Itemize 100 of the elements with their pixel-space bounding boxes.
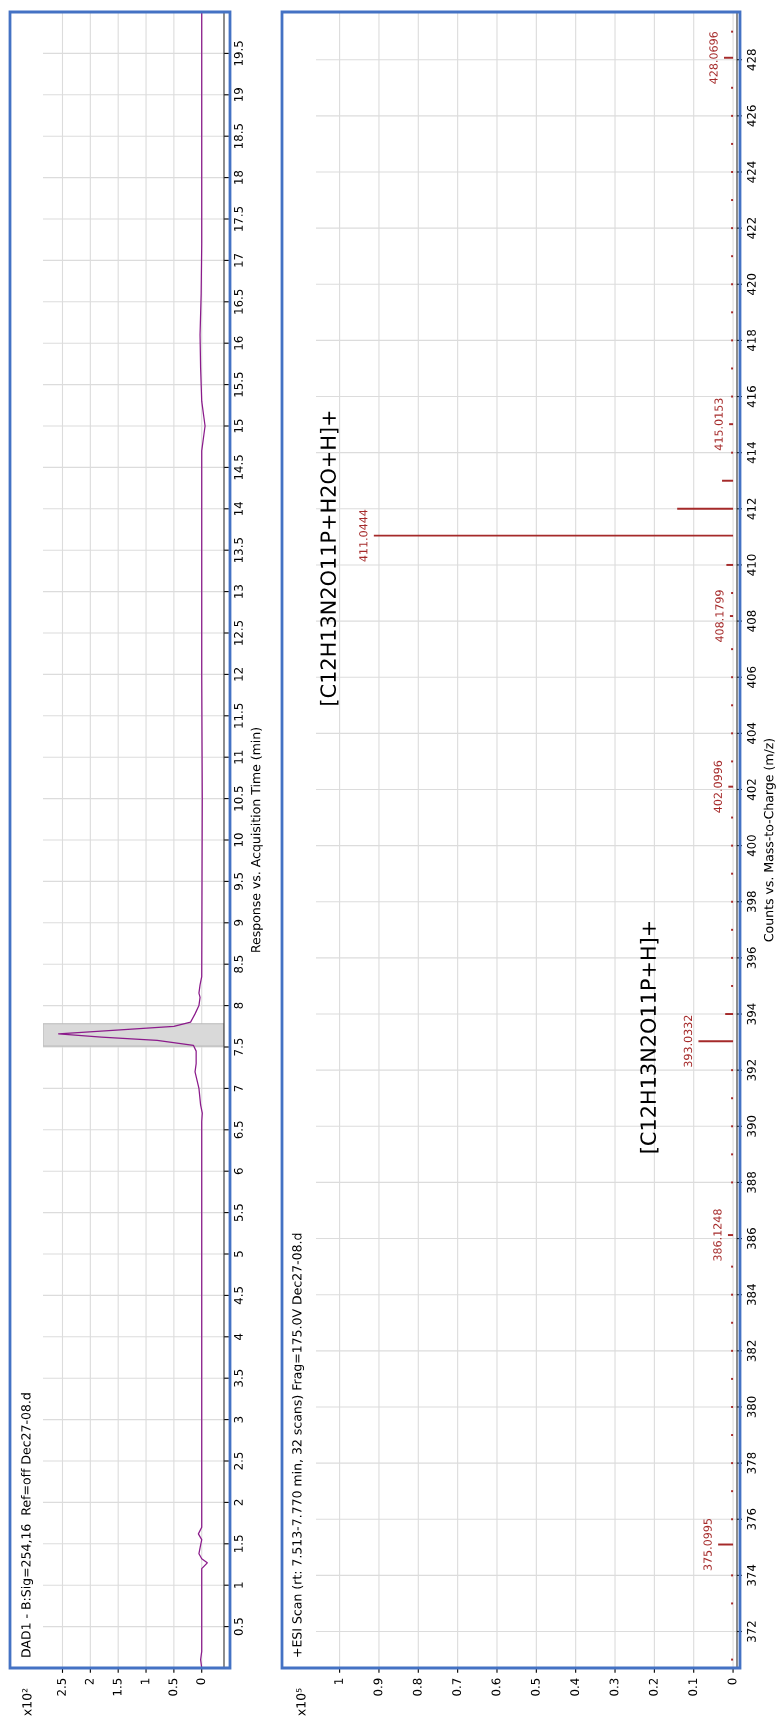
y-tick-label: 11.5 [234,703,243,728]
annotation: 402.0996 [713,760,723,813]
x-tick-label: 0.7 [452,1678,462,1696]
y-tick-label: 422 [746,218,756,239]
y-tick-label: 16 [233,336,243,350]
y-tick-label: 374 [746,1564,756,1586]
text: x10² [22,1688,32,1716]
y-tick-label: 418 [746,329,756,352]
x-tick-label: 0.4 [570,1678,580,1696]
x-tick-label: 0 [196,1678,206,1685]
y-tick-label: 4 [234,1333,243,1340]
y-tick-label: 9 [233,919,243,926]
y-tick-label: 390 [746,1115,756,1137]
y-tick-label: 7 [234,1085,243,1092]
y-tick-label: 386 [746,1228,756,1249]
annotation: [C12H13N2O11P+H]+ [639,922,659,1153]
y-tick-label: 5 [234,1251,243,1257]
x-tick-label: 0.8 [412,1678,422,1696]
y-tick-label: 19.5 [233,41,243,66]
y-axis-title: Counts vs. Mass-to-Charge (m/z) [763,738,776,942]
y-tick-label: 406 [746,666,756,688]
y-tick-label: 13.5 [233,538,243,563]
y-tick-label: 2 [233,1499,243,1506]
y-tick-label: 18 [233,170,243,184]
y-tick-label: 12.5 [233,620,243,645]
y-tick-label: 416 [746,386,756,408]
y-tick-label: 6 [233,1168,243,1175]
y-tick-label: 18.5 [233,124,243,149]
x-tick-label: 0.1 [688,1678,698,1696]
y-tick-label: 7.5 [234,1038,243,1056]
y-tick-label: 396 [746,947,756,969]
annotation: [C12H13N2O11P+H2O+H]+ [319,411,339,705]
y-tick-label: 384 [746,1284,756,1306]
x-tick-label: 0.5 [530,1678,540,1696]
y-tick-label: 380 [746,1396,756,1418]
y-tick-label: 17.5 [234,206,243,231]
x-tick-label: 1 [334,1678,343,1684]
y-tick-label: 1 [234,1582,243,1588]
y-tick-label: 19 [233,88,243,102]
y-tick-label: 11 [234,750,243,764]
y-tick-label: 15.5 [234,372,243,397]
y-tick-label: 376 [746,1508,756,1530]
y-tick-label: 2.5 [233,1452,243,1470]
y-tick-label: 394 [746,1003,756,1025]
y-tick-label: 3 [233,1416,243,1423]
x-tick-label: 0.3 [609,1678,619,1696]
text: +ESI Scan (rt: 7.513-7.770 min, 32 scans) Frag=175.0V Dec27-08.d [291,1233,305,1657]
annotation: 393.0332 [683,1015,693,1067]
y-tick-label: 392 [746,1060,756,1081]
y-tick-label: 1.5 [234,1535,243,1552]
y-axis-title: Response vs. Acquisition Time (min) [250,727,263,952]
x-tick-label: 1.5 [112,1678,122,1696]
y-tick-label: 408 [746,610,756,632]
annotation: 408.1799 [715,590,724,642]
annotation: 375.0995 [703,1518,712,1571]
y-tick-label: 404 [746,722,756,745]
y-tick-label: 398 [746,891,756,913]
y-tick-label: 414 [747,442,756,464]
y-tick-label: 4.5 [234,1287,243,1305]
y-tick-label: 424 [746,161,756,183]
y-tick-label: 410 [746,554,756,576]
annotation: 428.0696 [709,31,718,84]
y-tick-label: 10 [233,833,243,847]
y-tick-label: 8.5 [233,955,243,973]
y-tick-label: 402 [746,779,756,801]
annotation: 415.0153 [714,398,723,451]
y-tick-label: 372 [746,1621,756,1642]
x-tick-label: 1 [140,1678,150,1684]
x-tick-label: 2 [84,1678,94,1685]
y-tick-label: 10.5 [233,786,243,811]
y-tick-label: 412 [746,498,756,520]
text: DAD1 - B:Sig=254,16 Ref=off Dec27-08.d [20,1393,34,1657]
x-tick-label: 0.5 [168,1678,178,1696]
y-tick-label: 0.5 [233,1618,243,1636]
x-tick-label: 0.9 [373,1678,383,1696]
x-tick-label: 0 [727,1678,737,1685]
y-tick-label: 14 [234,501,243,516]
y-tick-label: 5.5 [234,1204,243,1222]
text: x10⁵ [296,1688,306,1716]
y-tick-label: 8 [233,1002,243,1009]
y-tick-label: 16.5 [233,289,243,314]
y-tick-label: 426 [746,105,756,127]
y-tick-label: 17 [234,253,243,267]
y-tick-label: 12 [233,668,243,681]
y-tick-label: 388 [746,1171,756,1193]
y-tick-label: 9.5 [233,873,243,891]
y-tick-label: 13 [233,585,243,598]
y-tick-label: 15 [234,419,243,433]
y-tick-label: 3.5 [233,1369,243,1387]
y-tick-label: 382 [746,1340,756,1362]
x-tick-label: 0.6 [491,1678,501,1696]
annotation: 386.1248 [713,1209,722,1261]
y-tick-label: 378 [746,1452,756,1474]
y-tick-label: 6.5 [233,1121,243,1139]
y-tick-label: 428 [746,49,756,71]
x-tick-label: 0.2 [648,1678,658,1696]
annotation: 411.0444 [359,509,368,562]
y-tick-label: 400 [746,835,756,857]
x-tick-label: 2.5 [56,1678,66,1696]
y-tick-label: 420 [746,273,756,295]
